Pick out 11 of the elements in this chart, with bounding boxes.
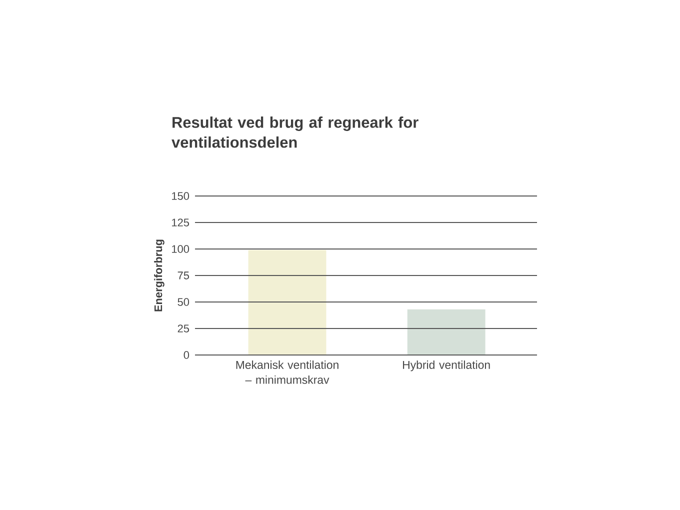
chart-title: Resultat ved brug af regneark for ventilationsdelen	[172, 116, 418, 148]
y-tick-label: 25	[178, 324, 190, 332]
y-tick-label: 150	[172, 192, 190, 200]
y-tick-label: 50	[178, 298, 190, 306]
x-tick-label: Mekanisk ventilation – minimumskrav	[236, 360, 338, 384]
y-axis-title: Energiforbrug	[154, 240, 164, 312]
y-tick-label: 0	[184, 351, 190, 359]
y-tick-label: 75	[178, 272, 190, 280]
x-tick-label: Hybrid ventilation	[403, 360, 490, 372]
y-tick-label: 125	[172, 218, 190, 226]
y-tick-label: 100	[172, 245, 190, 253]
